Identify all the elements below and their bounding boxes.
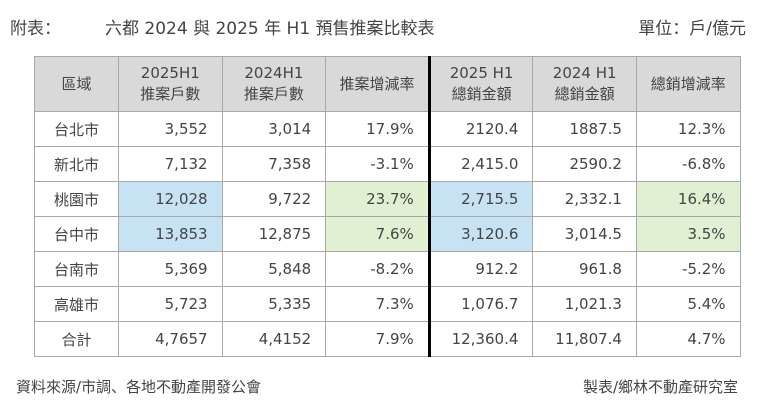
column-header-2024-sales: 2024 H1 總銷金額 bbox=[532, 56, 637, 112]
table-row: 台中市 13,853 12,875 7.6% 3,120.6 3,014.5 3… bbox=[34, 216, 741, 252]
table-row: 桃園市 12,028 9,722 23.7% 2,715.5 2,332.1 1… bbox=[34, 181, 741, 217]
column-header-text: 總銷增減率 bbox=[650, 74, 726, 93]
column-header-2025-units: 2025H1 推案戶數 bbox=[118, 56, 223, 112]
highlighted-cell: 7.6% bbox=[325, 216, 430, 252]
highlighted-cell: 12,028 bbox=[118, 181, 223, 217]
highlighted-cell: 13,853 bbox=[118, 216, 223, 252]
table-cell: 1887.5 bbox=[532, 111, 637, 147]
table-cell: 912.2 bbox=[427, 251, 534, 287]
table-cell: 7.9% bbox=[325, 321, 430, 357]
table-cell: 5,848 bbox=[221, 251, 327, 287]
table-cell: 2,415.0 bbox=[427, 146, 534, 182]
table-cell: 17.9% bbox=[325, 111, 430, 147]
column-header-text: 推案戶數 bbox=[243, 85, 304, 103]
table-cell: 5,335 bbox=[221, 286, 327, 322]
table-cell: 1,076.7 bbox=[427, 286, 534, 322]
table-row: 台北市 3,552 3,014 17.9% 2120.4 1887.5 12.3… bbox=[34, 111, 741, 147]
table-row: 新北市 7,132 7,358 -3.1% 2,415.0 2590.2 -6.… bbox=[34, 146, 741, 182]
table-cell: 2,332.1 bbox=[532, 181, 637, 217]
table-cell: 11,807.4 bbox=[532, 321, 637, 357]
highlighted-cell: 3,120.6 bbox=[427, 216, 534, 252]
caption-prefix: 附表： bbox=[10, 19, 61, 39]
table-cell: 5.4% bbox=[635, 286, 741, 322]
table-row: 台南市 5,369 5,848 -8.2% 912.2 961.8 -5.2% bbox=[34, 251, 741, 287]
column-header-text: 推案戶數 bbox=[140, 85, 201, 103]
column-header-text: 區域 bbox=[61, 74, 92, 93]
table-cell: -6.8% bbox=[635, 146, 741, 182]
comparison-table: 區域 2025H1 推案戶數 2024H1 推案戶數 推案增減率 2025 H1… bbox=[34, 56, 741, 357]
region-cell: 台南市 bbox=[34, 251, 119, 287]
caption-title: 六都 2024 與 2025 年 H1 預售推案比較表 bbox=[105, 19, 435, 39]
column-header-text: 推案增減率 bbox=[339, 74, 415, 93]
column-header-units-change: 推案增減率 bbox=[325, 56, 430, 112]
region-cell: 新北市 bbox=[34, 146, 119, 182]
column-header-region: 區域 bbox=[34, 56, 119, 112]
table-cell: 12,875 bbox=[221, 216, 327, 252]
column-header-text: 2024 H1 bbox=[552, 64, 617, 82]
region-cell: 台北市 bbox=[34, 111, 119, 147]
column-header-2024-units: 2024H1 推案戶數 bbox=[221, 56, 327, 112]
table-row: 高雄市 5,723 5,335 7.3% 1,076.7 1,021.3 5.4… bbox=[34, 286, 741, 322]
table-cell: 4,4152 bbox=[221, 321, 327, 357]
table-cell: 9,722 bbox=[221, 181, 327, 217]
column-header-sales-change: 總銷增減率 bbox=[635, 56, 741, 112]
column-header-2025-sales: 2025 H1 總銷金額 bbox=[427, 56, 534, 112]
table-cell: 961.8 bbox=[532, 251, 637, 287]
column-header-text: 2025 H1 bbox=[449, 64, 514, 82]
region-cell: 高雄市 bbox=[34, 286, 119, 322]
table-total-row: 合計 4,7657 4,4152 7.9% 12,360.4 11,807.4 … bbox=[34, 321, 741, 357]
column-header-text: 2024H1 bbox=[244, 64, 304, 82]
table-cell: 2120.4 bbox=[427, 111, 534, 147]
column-header-text: 總銷金額 bbox=[554, 85, 615, 103]
source-note: 資料來源/市調、各地不動產開發公會 bbox=[16, 378, 262, 396]
region-cell: 桃園市 bbox=[34, 181, 119, 217]
table-cell: 12.3% bbox=[635, 111, 741, 147]
table-cell: -5.2% bbox=[635, 251, 741, 287]
region-cell: 台中市 bbox=[34, 216, 119, 252]
table-cell: 5,723 bbox=[118, 286, 223, 322]
column-header-text: 總銷金額 bbox=[451, 85, 512, 103]
highlighted-cell: 16.4% bbox=[635, 181, 741, 217]
table-cell: 3,014.5 bbox=[532, 216, 637, 252]
table-cell: 7,358 bbox=[221, 146, 327, 182]
column-header-text: 2025H1 bbox=[140, 64, 200, 82]
credit-note: 製表/鄉林不動產研究室 bbox=[582, 378, 738, 396]
table-cell: 5,369 bbox=[118, 251, 223, 287]
table-cell: 12,360.4 bbox=[427, 321, 534, 357]
highlighted-cell: 3.5% bbox=[635, 216, 741, 252]
table-cell: 2590.2 bbox=[532, 146, 637, 182]
table-caption: 附表： 六都 2024 與 2025 年 H1 預售推案比較表 bbox=[10, 14, 435, 39]
table-cell: -3.1% bbox=[325, 146, 430, 182]
table-cell: 3,014 bbox=[221, 111, 327, 147]
highlighted-cell: 23.7% bbox=[325, 181, 430, 217]
table-cell: 7,132 bbox=[118, 146, 223, 182]
unit-label: 單位：戶/億元 bbox=[638, 19, 746, 39]
table-cell: 1,021.3 bbox=[532, 286, 637, 322]
highlighted-cell: 2,715.5 bbox=[427, 181, 534, 217]
table-header-row: 區域 2025H1 推案戶數 2024H1 推案戶數 推案增減率 2025 H1… bbox=[34, 56, 741, 112]
table-cell: 4.7% bbox=[635, 321, 741, 357]
table-cell: 7.3% bbox=[325, 286, 430, 322]
table-cell: 4,7657 bbox=[118, 321, 223, 357]
table-cell: 3,552 bbox=[118, 111, 223, 147]
region-cell: 合計 bbox=[34, 321, 119, 357]
table-cell: -8.2% bbox=[325, 251, 430, 287]
